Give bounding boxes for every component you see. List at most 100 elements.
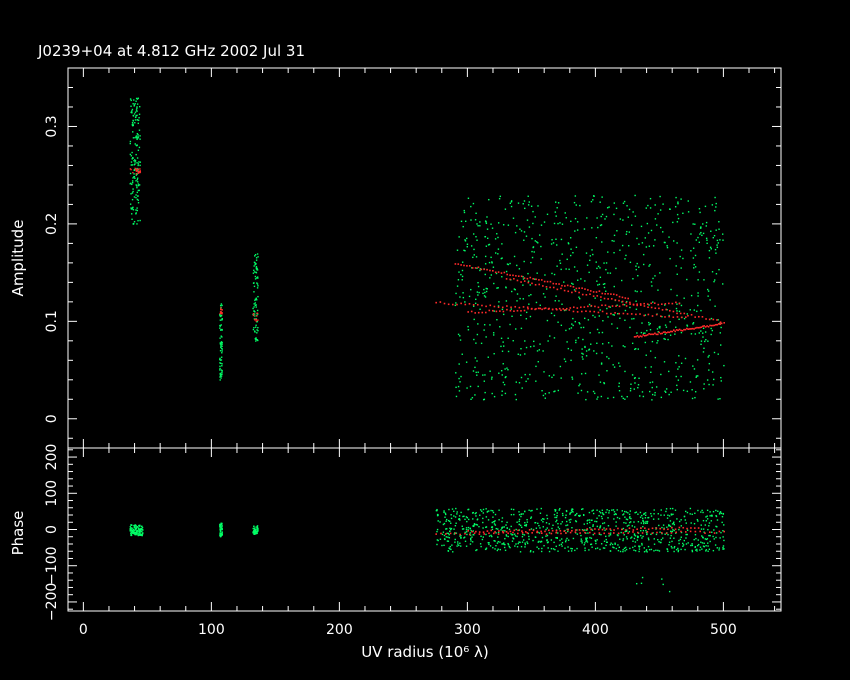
phase-data-point (705, 545, 707, 547)
phase-data-point (130, 533, 133, 536)
amp-data-point (530, 293, 532, 296)
phase-data-point (678, 542, 680, 545)
amp-data-point (502, 363, 504, 365)
phase-data-point (503, 542, 505, 544)
phase-data-point (221, 527, 223, 529)
amp-data-point (463, 249, 465, 252)
phase-model-point (560, 532, 562, 535)
amp-data-point (627, 216, 629, 218)
amp-data-point (219, 312, 221, 315)
amp-model-point (513, 310, 515, 312)
amp-data-point (654, 391, 656, 394)
phase-data-point (700, 528, 703, 530)
amp-data-point (507, 224, 510, 226)
amp-data-point (702, 232, 705, 235)
phase-data-point (668, 525, 670, 527)
amp-data-point (136, 191, 139, 194)
phase-data-point (588, 549, 590, 551)
amp-data-point (634, 382, 636, 384)
phase-data-point (658, 540, 660, 543)
amp-data-point (570, 220, 572, 223)
amp-data-point (708, 257, 711, 259)
phase-data-point (705, 550, 707, 552)
amp-data-point (139, 164, 141, 167)
phase-data-point (137, 527, 140, 529)
amp-data-point (652, 277, 654, 280)
phase-data-point (659, 531, 661, 533)
phase-data-point (543, 518, 545, 520)
amp-model-point (526, 277, 529, 280)
phase-data-point (464, 540, 467, 543)
phase-data-point (700, 511, 702, 513)
amp-model-point (694, 316, 696, 318)
amp-data-point (604, 283, 606, 285)
amp-data-point (484, 374, 486, 376)
phase-data-point (499, 541, 501, 543)
amp-data-point (523, 260, 525, 263)
amp-data-point (576, 270, 579, 272)
amp-data-point (459, 335, 461, 337)
phase-data-point (701, 542, 704, 544)
phase-data-point (459, 542, 461, 544)
phase-data-point (712, 549, 715, 552)
amp-model-point (468, 303, 471, 305)
amp-data-point (520, 230, 523, 232)
amp-data-point (607, 316, 609, 318)
amp-data-point (717, 242, 720, 244)
amp-data-point (683, 317, 686, 320)
amp-data-point (543, 371, 545, 373)
amp-data-point (470, 288, 472, 291)
phase-data-point (463, 515, 465, 517)
phase-data-point (443, 544, 445, 547)
amp-model-point (545, 286, 548, 288)
amp-data-point (254, 331, 256, 333)
phase-data-point (129, 530, 132, 532)
amp-data-point (715, 252, 717, 254)
amp-data-point (137, 97, 139, 99)
phase-data-point (494, 548, 496, 550)
x-axis-label: UV radius (10⁶ λ) (361, 643, 489, 661)
amp-model-point (534, 308, 536, 311)
amp-data-point (532, 246, 534, 249)
amp-data-point (133, 164, 136, 166)
amp-data-point (135, 174, 138, 176)
phase-data-point (462, 515, 464, 518)
phase-data-point (436, 539, 439, 541)
phase-data-point (590, 543, 592, 546)
phase-data-point (638, 550, 640, 553)
amp-model-point (566, 284, 569, 287)
amp-model-point (597, 306, 600, 309)
phase-model-point (550, 532, 553, 535)
phase-data-point (520, 515, 522, 518)
phase-data-point (723, 524, 725, 526)
amp-data-point (520, 348, 522, 350)
amp-data-point (220, 341, 223, 343)
phase-data-point (558, 528, 561, 530)
amp-data-point (139, 170, 141, 173)
amp-data-point (477, 323, 479, 325)
amp-model-point (658, 307, 660, 310)
phase-data-point (723, 539, 725, 542)
phase-data-point (505, 524, 507, 526)
amp-data-point (582, 353, 584, 355)
phase-data-point (642, 525, 644, 528)
amp-data-point (473, 254, 475, 256)
amp-data-point (464, 301, 466, 303)
amp-data-point (138, 129, 141, 131)
amp-data-point (253, 310, 255, 312)
phase-data-point (641, 514, 643, 517)
phase-data-point (691, 549, 693, 552)
amp-data-point (587, 319, 590, 321)
phase-data-point (134, 529, 136, 532)
amp-model-point (502, 310, 505, 313)
amp-data-point (134, 161, 136, 163)
phase-data-point (697, 509, 699, 512)
phase-data-point (655, 549, 657, 552)
amp-data-point (533, 278, 536, 280)
phase-data-point (455, 522, 457, 524)
amp-data-point (578, 321, 580, 324)
phase-data-point (685, 533, 687, 536)
amp-data-point (550, 312, 553, 314)
amp-data-point (706, 379, 709, 381)
